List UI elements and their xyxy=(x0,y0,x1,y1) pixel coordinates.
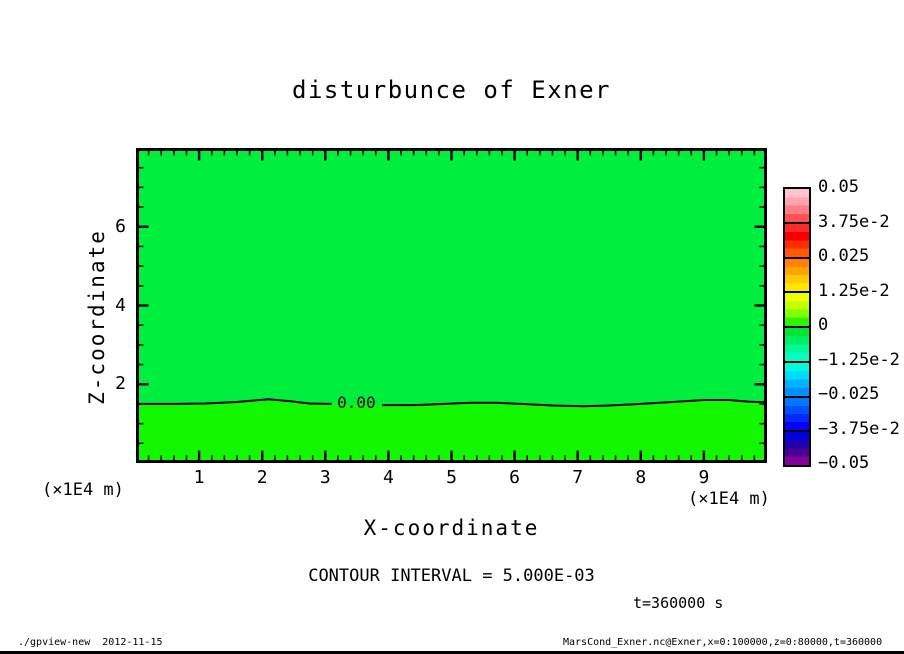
y-tick-label: 4 xyxy=(115,294,126,316)
colorbar-segment xyxy=(785,360,809,396)
colorbar-segment xyxy=(785,291,809,326)
x-tick-label: 4 xyxy=(382,467,394,488)
x-tick-label: 1 xyxy=(193,467,205,488)
zero-contour-line xyxy=(382,399,767,408)
colorbar-tick-label: 3.75e-2 xyxy=(818,211,890,232)
bottom-border-line xyxy=(0,651,904,654)
plot-frame xyxy=(136,148,767,463)
time-label: t=360000 s xyxy=(633,594,724,612)
x-axis-unit-label: (×1E4 m) xyxy=(688,489,770,509)
colorbar-segment xyxy=(785,256,809,292)
x-tick-label: 5 xyxy=(446,467,457,488)
colorbar-tick-label: 0.05 xyxy=(818,177,859,197)
footer-source-text: MarsCond_Exner.nc@Exner,x=0:100000,z=0:8… xyxy=(563,637,883,648)
field-lower-region xyxy=(136,399,767,463)
colorbar xyxy=(783,187,811,467)
x-tick-label: 6 xyxy=(509,467,521,488)
colorbar-segment xyxy=(785,189,809,222)
zero-contour-label: 0.00 xyxy=(337,393,376,413)
y-tick-label: 2 xyxy=(115,373,126,395)
footer-command-text: ./gpview-new 2012-11-15 xyxy=(18,637,163,648)
colorbar-segment xyxy=(785,326,809,361)
x-tick-label: 9 xyxy=(698,467,710,488)
colorbar-tick-label: −3.75e-2 xyxy=(818,418,900,439)
x-tick-label: 3 xyxy=(319,467,331,488)
y-axis-unit-label: (×1E4 m) xyxy=(42,480,124,500)
contour-interval-text: CONTOUR INTERVAL = 5.000E-03 xyxy=(308,566,595,586)
x-axis-title: X-coordinate xyxy=(363,516,540,540)
colorbar-segment xyxy=(785,430,809,465)
x-tick-label: 7 xyxy=(572,467,584,488)
colorbar-segment xyxy=(785,395,809,431)
colorbar-tick-label: −0.025 xyxy=(818,384,880,404)
colorbar-tick-label: −1.25e-2 xyxy=(818,349,900,370)
plot-title: disturbunce of Exner xyxy=(292,76,611,104)
colorbar-tick-label: 0 xyxy=(818,315,829,335)
y-tick-label: 6 xyxy=(115,215,126,237)
colorbar-segment xyxy=(785,221,809,257)
zero-contour-line xyxy=(136,398,332,405)
x-tick-label: 2 xyxy=(256,467,268,488)
colorbar-tick-label: 0.025 xyxy=(818,246,870,266)
colorbar-tick-label: −0.05 xyxy=(818,453,870,473)
contour-plot-area xyxy=(136,148,767,463)
x-tick-label: 8 xyxy=(635,467,647,488)
colorbar-tick-label: 1.25e-2 xyxy=(818,280,890,301)
